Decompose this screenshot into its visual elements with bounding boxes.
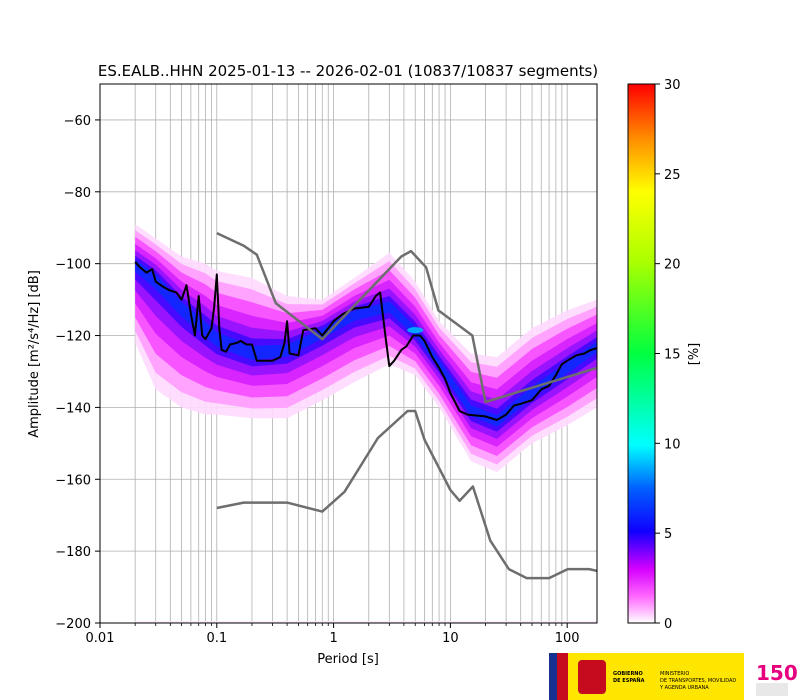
colorbar-tick-label: 15 — [664, 348, 681, 363]
colorbar-tick-label: 25 — [664, 168, 681, 183]
chart-title: ES.EALB..HHN 2025-01-13 -- 2026-02-01 (1… — [98, 62, 598, 80]
density-band — [135, 224, 597, 623]
colorbar-tick-label: 5 — [664, 527, 672, 542]
y-tick-label: −60 — [64, 114, 91, 129]
y-axis-ticks: −60 −80 −100 −120 −140 −160 −180 −200 — [55, 114, 100, 632]
y-tick-label: −180 — [55, 545, 91, 560]
y-tick-label: −120 — [55, 330, 91, 345]
coat-of-arms-icon — [578, 660, 606, 694]
spain-flag-icon — [557, 653, 568, 700]
y-axis-label: Amplitude [m²/s⁴/Hz] [dB] — [27, 270, 42, 438]
ign-150-mark: 150 — [756, 661, 798, 685]
colorbar-tick-label: 20 — [664, 258, 681, 273]
series-line — [134, 261, 597, 421]
x-tick-label: 0.1 — [206, 631, 227, 646]
y-tick-label: −140 — [55, 401, 91, 416]
density-peak — [407, 327, 424, 334]
y-tick-label: −80 — [64, 186, 91, 201]
density-floor — [135, 621, 597, 623]
colorbar-tick-label: 0 — [664, 617, 672, 632]
colorbar-tick-label: 10 — [664, 437, 681, 452]
y-tick-label: −160 — [55, 473, 91, 488]
y-tick-label: −100 — [55, 258, 91, 273]
x-tick-label: 0.01 — [86, 631, 115, 646]
gov-name-line2: DE ESPAÑA — [613, 677, 645, 684]
ministry-line1: MINISTERIO — [660, 671, 689, 677]
x-axis-ticks: 0.01 0.1 1 10 100 — [86, 623, 580, 646]
x-tick-label: 1 — [329, 631, 337, 646]
ministry-line3: Y AGENDA URBANA — [659, 685, 709, 691]
colorbar-label: [%] — [687, 343, 702, 366]
ign-logo: 150 — [756, 661, 798, 696]
gov-name-line1: GOBIERNO — [613, 671, 643, 677]
ign-building-icon — [756, 683, 788, 696]
density-level — [135, 259, 597, 427]
y-tick-label: −200 — [55, 617, 91, 632]
x-tick-label: 10 — [442, 631, 459, 646]
government-logo: GOBIERNO DE ESPAÑA MINISTERIO DE TRANSPO… — [549, 653, 744, 700]
colorbar — [628, 84, 655, 623]
x-axis-label: Period [s] — [317, 652, 379, 667]
plot-frame — [99, 83, 598, 624]
x-tick-label: 100 — [555, 631, 580, 646]
series-line — [216, 409, 597, 580]
ministry-line2: DE TRANSPORTES, MOVILIDAD — [660, 678, 736, 684]
colorbar-tick-label: 30 — [664, 78, 681, 93]
series-lines — [134, 231, 597, 580]
colorbar-ticks: 0 5 10 15 20 25 30 — [655, 78, 681, 632]
series-line — [216, 231, 597, 404]
